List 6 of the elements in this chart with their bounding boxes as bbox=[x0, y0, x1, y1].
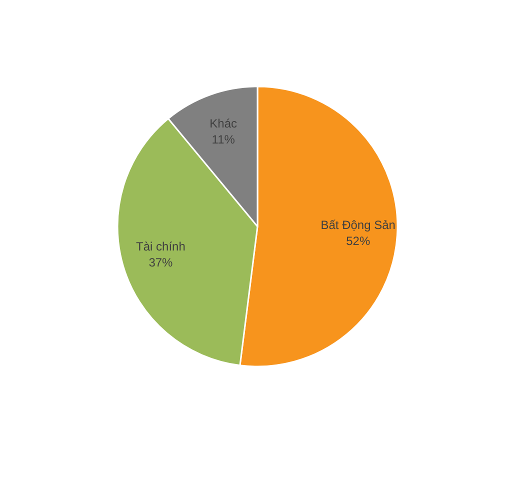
slice-label: Khác bbox=[210, 116, 238, 131]
data-label: 52% bbox=[346, 234, 370, 248]
data-label: 37% bbox=[148, 256, 174, 270]
data-label: 11% bbox=[212, 132, 236, 147]
slice-label: Tài chính bbox=[136, 240, 186, 254]
slice-label: Bất Động Sản bbox=[320, 218, 396, 232]
